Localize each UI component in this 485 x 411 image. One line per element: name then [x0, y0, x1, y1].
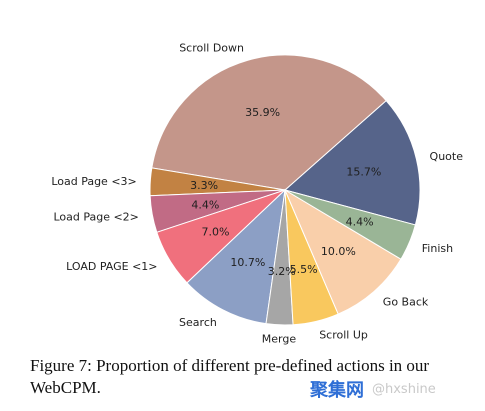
figure-caption: Figure 7: Proportion of different pre-de…	[30, 355, 475, 399]
category-label-quote: Quote	[430, 150, 464, 163]
category-label-merge: Merge	[262, 332, 297, 345]
slice-quote	[283, 99, 421, 226]
watermark-logo: 聚集网	[310, 380, 364, 401]
category-labels: Quote Scroll Down Load Page <3> Load Page <…	[51, 41, 463, 345]
pct-label-scroll-up: 5.5%	[290, 263, 318, 276]
category-label-scroll-up: Scroll Up	[319, 329, 368, 342]
slice-go-back	[283, 188, 402, 315]
watermark-handle: @hxshine	[372, 381, 436, 397]
category-label-load-page-1: LOAD PAGE <1>	[66, 260, 157, 273]
slice-scroll-down	[151, 54, 387, 191]
pct-label-search: 10.7%	[230, 256, 265, 269]
slice-finish	[284, 189, 417, 260]
pct-label-load-page-3: 3.3%	[190, 179, 218, 192]
pie-chart: 15.7% 35.9% 3.3% 4.4% 7.0% 10.7%3.2%5.5%10.0%…	[51, 41, 463, 345]
caption-text: Figure 7: Proportion of different pre-de…	[30, 356, 430, 397]
pct-label-load-page-2: 4.4%	[191, 199, 219, 212]
slice-search	[186, 188, 286, 325]
watermark: 聚集网 @hxshine	[310, 376, 436, 402]
category-label-finish: Finish	[422, 242, 453, 255]
pct-label-finish: 4.4%	[346, 216, 374, 229]
category-label-scroll-down: Scroll Down	[179, 41, 244, 54]
category-label-load-page-3: Load Page <3>	[51, 175, 136, 188]
category-label-go-back: Go Back	[383, 296, 429, 309]
category-label-load-page-2: Load Page <2>	[53, 211, 138, 224]
pct-label-scroll-down: 35.9%	[245, 106, 280, 119]
pct-label-merge: 3.2%	[268, 265, 296, 278]
pct-label-go-back: 10.0%	[321, 245, 356, 258]
category-label-search: Search	[179, 316, 217, 329]
percentage-labels: 15.7% 35.9% 3.3% 4.4% 7.0% 10.7%3.2%5.5%10.0%…	[190, 106, 381, 278]
pct-label-quote: 15.7%	[346, 165, 381, 178]
pct-label-load-page-1: 7.0%	[201, 226, 229, 239]
pie-slices	[149, 54, 421, 326]
